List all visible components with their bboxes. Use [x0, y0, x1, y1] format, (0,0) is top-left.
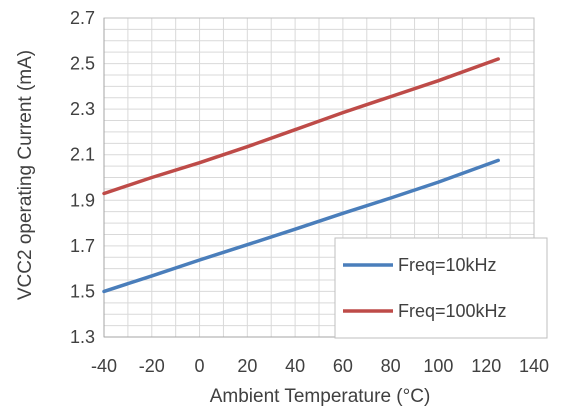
y-tick-label: 2.1 — [70, 145, 95, 165]
x-tick-label: 80 — [381, 356, 401, 376]
y-tick-label: 1.7 — [70, 236, 95, 256]
x-tick-label: -40 — [91, 356, 117, 376]
x-tick-label: -20 — [139, 356, 165, 376]
y-axis-title: VCC2 operating Current (mA) — [15, 50, 36, 300]
x-tick-label: 100 — [423, 356, 453, 376]
x-tick-label: 40 — [285, 356, 305, 376]
x-tick-label: 20 — [237, 356, 257, 376]
x-axis-title: Ambient Temperature (°C) — [210, 386, 431, 407]
x-tick-label: 140 — [519, 356, 549, 376]
x-tick-label: 120 — [471, 356, 501, 376]
y-tick-label: 1.5 — [70, 281, 95, 301]
legend-box — [334, 237, 548, 339]
y-tick-label: 2.7 — [70, 8, 95, 28]
x-tick-labels: -40 -20 0 20 40 60 80 100 120 140 — [91, 356, 549, 376]
series-lines — [102, 57, 500, 294]
legend-label: Freq=100kHz — [398, 301, 507, 321]
y-tick-labels: 1.3 1.5 1.7 1.9 2.1 2.3 2.5 2.7 — [70, 8, 95, 347]
series-line-2 — [102, 57, 500, 196]
y-tick-label: 2.5 — [70, 54, 95, 74]
series-line-1 — [102, 158, 500, 294]
y-tick-label: 2.3 — [70, 99, 95, 119]
x-tick-label: 0 — [195, 356, 205, 376]
y-tick-label: 1.9 — [70, 190, 95, 210]
legend: Freq=10kHz Freq=100kHz — [334, 237, 548, 339]
x-tick-label: 60 — [333, 356, 353, 376]
legend-label: Freq=10kHz — [398, 255, 497, 275]
y-tick-label: 1.3 — [70, 327, 95, 347]
